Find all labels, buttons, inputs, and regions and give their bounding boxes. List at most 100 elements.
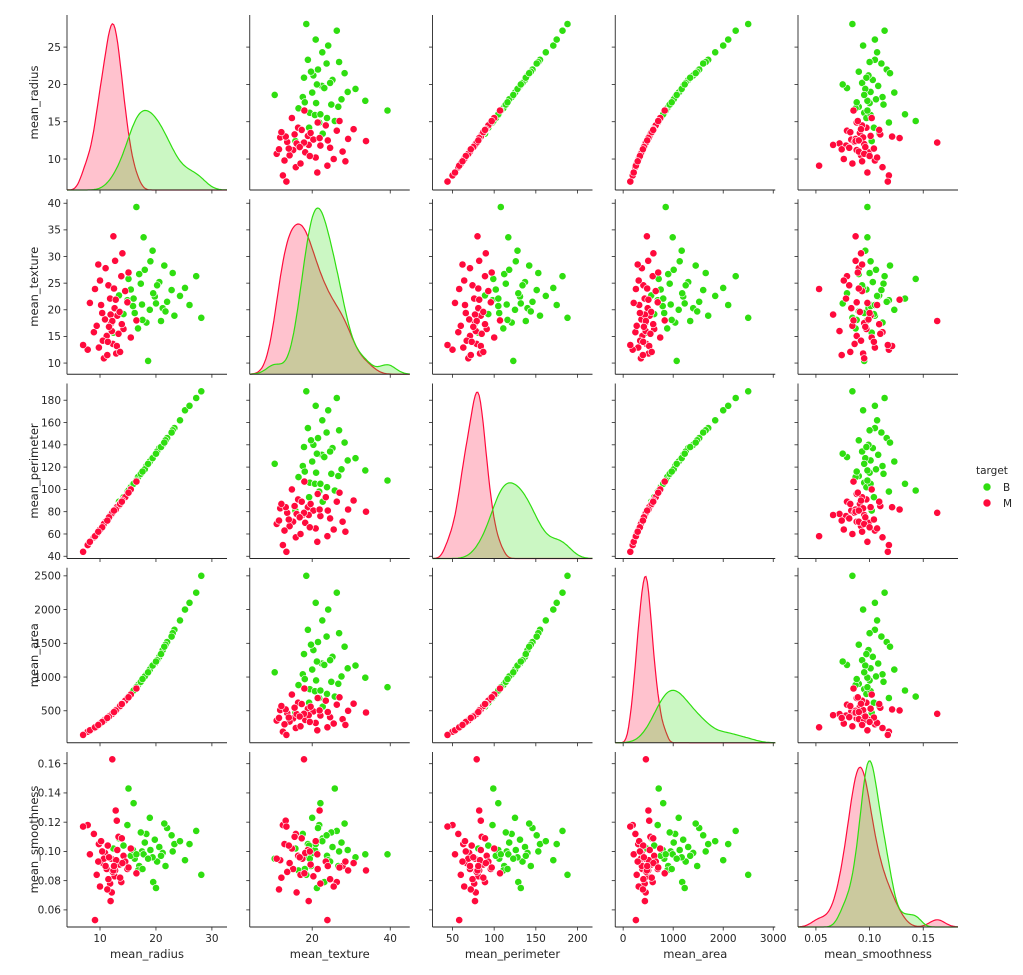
point-B bbox=[499, 324, 508, 333]
point-B bbox=[314, 434, 322, 442]
point-M bbox=[101, 862, 110, 870]
point-M bbox=[466, 862, 474, 870]
kde-line-B bbox=[615, 689, 776, 744]
point-B bbox=[686, 443, 695, 451]
point-M bbox=[858, 721, 866, 729]
point-B bbox=[160, 261, 169, 270]
x-axis-label: mean_radius bbox=[110, 947, 184, 961]
point-M bbox=[296, 530, 305, 538]
point-M bbox=[86, 298, 94, 307]
point-B bbox=[383, 850, 392, 859]
x-tick-label: 10 bbox=[93, 933, 106, 945]
point-B bbox=[665, 279, 674, 288]
point-B bbox=[311, 401, 320, 410]
point-M bbox=[315, 134, 324, 142]
point-M bbox=[278, 541, 287, 549]
point-B bbox=[668, 233, 677, 242]
point-B bbox=[335, 629, 343, 638]
point-B bbox=[863, 106, 872, 115]
point-B bbox=[672, 459, 681, 468]
point-B bbox=[667, 98, 676, 107]
point-M bbox=[883, 547, 892, 556]
point-B bbox=[873, 416, 881, 425]
point-B bbox=[504, 233, 513, 242]
point-B bbox=[192, 394, 201, 402]
point-B bbox=[323, 690, 331, 698]
point-B bbox=[724, 301, 733, 309]
point-B bbox=[322, 428, 331, 437]
point-M bbox=[79, 341, 87, 349]
point-M bbox=[481, 859, 490, 867]
y-tick-label: 25 bbox=[48, 278, 61, 290]
point-M bbox=[866, 503, 875, 512]
point-B bbox=[509, 356, 518, 365]
point-B bbox=[880, 26, 889, 35]
panel-mean_perimeter-vs-mean_radius: 40 60 80 100 120 140 160 180 mean_perimeter bbox=[27, 383, 227, 563]
point-B bbox=[312, 80, 321, 89]
point-M bbox=[114, 329, 123, 338]
point-B bbox=[865, 629, 874, 638]
point-B bbox=[654, 784, 663, 793]
point-M bbox=[468, 875, 477, 884]
point-B bbox=[681, 281, 690, 290]
point-B bbox=[871, 35, 879, 44]
point-B bbox=[667, 467, 676, 476]
point-B bbox=[496, 203, 505, 211]
point-B bbox=[873, 291, 881, 300]
y-tick-label: 120 bbox=[41, 462, 61, 474]
point-B bbox=[324, 605, 333, 614]
point-B bbox=[144, 356, 152, 365]
point-M bbox=[344, 134, 352, 143]
point-B bbox=[532, 831, 541, 840]
point-M bbox=[883, 177, 892, 186]
point-M bbox=[895, 134, 904, 142]
point-B bbox=[880, 394, 889, 402]
point-M bbox=[486, 298, 495, 307]
point-M bbox=[443, 177, 452, 186]
point-B bbox=[150, 835, 159, 844]
point-B bbox=[300, 98, 309, 107]
point-B bbox=[176, 416, 184, 425]
point-B bbox=[326, 656, 334, 665]
point-B bbox=[838, 657, 847, 666]
panel-mean_texture-vs-mean_smoothness bbox=[794, 199, 958, 378]
point-M bbox=[866, 704, 875, 713]
point-M bbox=[117, 834, 126, 843]
point-M bbox=[487, 693, 496, 702]
point-M bbox=[466, 264, 474, 273]
point-M bbox=[103, 337, 112, 346]
point-M bbox=[110, 708, 118, 716]
point-M bbox=[481, 834, 489, 843]
y-tick-label: 0.16 bbox=[38, 758, 62, 770]
point-M bbox=[94, 857, 103, 866]
point-M bbox=[861, 712, 870, 721]
point-B bbox=[516, 657, 525, 666]
point-M bbox=[660, 316, 669, 325]
panel-mean_area-vs-mean_radius: 500 1000 1500 2000 2500 mean_area bbox=[27, 567, 227, 747]
point-M bbox=[629, 298, 638, 307]
point-M bbox=[132, 684, 141, 693]
point-M bbox=[94, 721, 103, 729]
point-B bbox=[872, 672, 880, 681]
point-M bbox=[280, 156, 289, 165]
point-B bbox=[136, 279, 145, 288]
point-M bbox=[469, 322, 478, 331]
point-B bbox=[302, 387, 311, 396]
point-M bbox=[306, 860, 315, 869]
point-B bbox=[148, 246, 157, 255]
point-B bbox=[675, 257, 684, 266]
panel-mean_area-vs-mean_texture bbox=[246, 567, 410, 747]
point-B bbox=[185, 598, 194, 607]
point-B bbox=[318, 416, 327, 425]
point-B bbox=[185, 301, 194, 309]
panel-mean_perimeter-vs-mean_perimeter bbox=[429, 383, 593, 562]
point-M bbox=[290, 703, 299, 712]
point-M bbox=[647, 347, 656, 356]
point-M bbox=[126, 333, 135, 342]
point-M bbox=[283, 868, 292, 876]
point-B bbox=[886, 438, 894, 447]
point-M bbox=[108, 755, 117, 764]
point-B bbox=[552, 840, 561, 848]
point-B bbox=[153, 281, 161, 290]
point-B bbox=[859, 406, 867, 415]
